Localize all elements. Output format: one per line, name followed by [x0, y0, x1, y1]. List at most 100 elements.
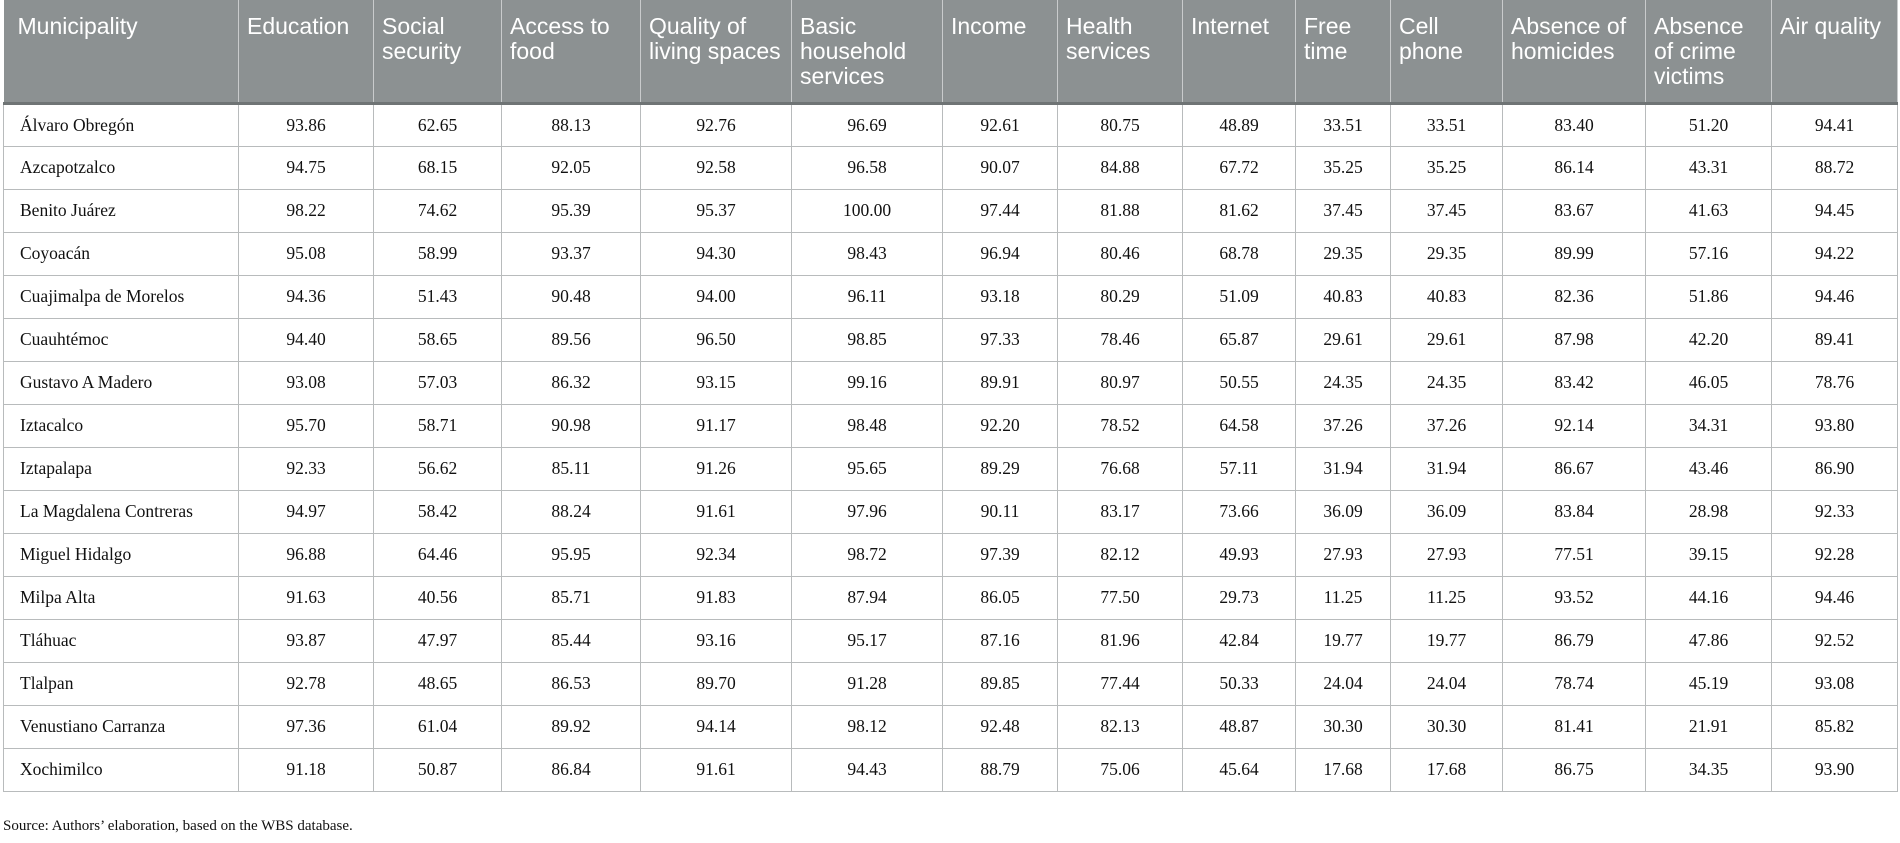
- value-cell: 78.46: [1057, 317, 1183, 362]
- value-cell: 95.39: [501, 188, 641, 233]
- value-cell: 94.75: [238, 145, 374, 190]
- value-cell: 85.44: [501, 618, 641, 663]
- municipality-name-cell: Iztacalco: [3, 403, 239, 448]
- value-cell: 43.31: [1645, 145, 1772, 190]
- value-cell: 92.58: [640, 145, 792, 190]
- value-cell: 24.35: [1390, 360, 1503, 405]
- value-cell: 89.92: [501, 704, 641, 749]
- value-cell: 35.25: [1295, 145, 1391, 190]
- value-cell: 89.56: [501, 317, 641, 362]
- column-header-absence-of-homicides: Absence of homicides: [1502, 0, 1646, 105]
- value-cell: 92.78: [238, 661, 374, 706]
- value-cell: 31.94: [1295, 446, 1391, 491]
- value-cell: 92.52: [1771, 618, 1898, 663]
- value-cell: 21.91: [1645, 704, 1772, 749]
- value-cell: 98.72: [791, 532, 943, 577]
- value-cell: 93.18: [942, 274, 1058, 319]
- value-cell: 94.30: [640, 231, 792, 276]
- value-cell: 86.90: [1771, 446, 1898, 491]
- value-cell: 89.91: [942, 360, 1058, 405]
- municipality-name-cell: Xochimilco: [3, 747, 239, 792]
- value-cell: 95.17: [791, 618, 943, 663]
- value-cell: 68.78: [1182, 231, 1296, 276]
- value-cell: 81.96: [1057, 618, 1183, 663]
- value-cell: 11.25: [1295, 575, 1391, 620]
- value-cell: 37.45: [1390, 188, 1503, 233]
- column-header-health-services: Health services: [1057, 0, 1183, 105]
- table-row: Coyoacán 95.08 58.99 93.37 94.30 98.43 96.94 80…: [3, 231, 1898, 276]
- table-row: Xochimilco 91.18 50.87 86.84 91.61 94.43 88.79…: [3, 747, 1898, 792]
- value-cell: 51.43: [373, 274, 502, 319]
- value-cell: 91.18: [238, 747, 374, 792]
- value-cell: 95.37: [640, 188, 792, 233]
- value-cell: 17.68: [1390, 747, 1503, 792]
- value-cell: 86.14: [1502, 145, 1646, 190]
- value-cell: 95.08: [238, 231, 374, 276]
- value-cell: 58.42: [373, 489, 502, 534]
- value-cell: 86.75: [1502, 747, 1646, 792]
- value-cell: 93.86: [238, 102, 374, 147]
- value-cell: 91.61: [640, 489, 792, 534]
- value-cell: 97.36: [238, 704, 374, 749]
- value-cell: 28.98: [1645, 489, 1772, 534]
- value-cell: 84.88: [1057, 145, 1183, 190]
- value-cell: 34.31: [1645, 403, 1772, 448]
- value-cell: 89.85: [942, 661, 1058, 706]
- value-cell: 36.09: [1390, 489, 1503, 534]
- value-cell: 92.76: [640, 102, 792, 147]
- column-header-education: Education: [238, 0, 374, 105]
- column-header-cell-phone: Cell phone: [1390, 0, 1503, 105]
- indicator-table: Municipality Education Social security A…: [3, 0, 1898, 792]
- value-cell: 78.76: [1771, 360, 1898, 405]
- table-row: Benito Juárez 98.22 74.62 95.39 95.37 100.00 9…: [3, 188, 1898, 233]
- value-cell: 92.20: [942, 403, 1058, 448]
- table-row: Álvaro Obregón 93.86 62.65 88.13 92.76 96.69 9…: [3, 102, 1898, 147]
- indicator-table-container: Municipality Education Social security A…: [3, 0, 1898, 792]
- value-cell: 94.97: [238, 489, 374, 534]
- value-cell: 92.61: [942, 102, 1058, 147]
- value-cell: 50.87: [373, 747, 502, 792]
- table-row: La Magdalena Contreras 94.97 58.42 88.24 91.…: [3, 489, 1898, 534]
- value-cell: 88.13: [501, 102, 641, 147]
- column-header-absence-of-crime-victims: Absence of crime victims: [1645, 0, 1772, 105]
- column-header-free-time: Free time: [1295, 0, 1391, 105]
- value-cell: 11.25: [1390, 575, 1503, 620]
- value-cell: 93.16: [640, 618, 792, 663]
- value-cell: 100.00: [791, 188, 943, 233]
- column-header-access-to-food: Access to food: [501, 0, 641, 105]
- value-cell: 58.65: [373, 317, 502, 362]
- municipality-name-cell: Gustavo A Madero: [3, 360, 239, 405]
- table-row: Miguel Hidalgo 96.88 64.46 95.95 92.34 98.72 9…: [3, 532, 1898, 577]
- value-cell: 50.33: [1182, 661, 1296, 706]
- municipality-name-cell: Benito Juárez: [3, 188, 239, 233]
- value-cell: 27.93: [1295, 532, 1391, 577]
- value-cell: 43.46: [1645, 446, 1772, 491]
- value-cell: 29.61: [1295, 317, 1391, 362]
- value-cell: 99.16: [791, 360, 943, 405]
- value-cell: 92.14: [1502, 403, 1646, 448]
- column-header-income: Income: [942, 0, 1058, 105]
- value-cell: 75.06: [1057, 747, 1183, 792]
- value-cell: 31.94: [1390, 446, 1503, 491]
- value-cell: 74.62: [373, 188, 502, 233]
- value-cell: 83.40: [1502, 102, 1646, 147]
- value-cell: 86.79: [1502, 618, 1646, 663]
- value-cell: 83.42: [1502, 360, 1646, 405]
- value-cell: 92.28: [1771, 532, 1898, 577]
- value-cell: 47.86: [1645, 618, 1772, 663]
- value-cell: 98.43: [791, 231, 943, 276]
- value-cell: 93.08: [238, 360, 374, 405]
- value-cell: 40.83: [1295, 274, 1391, 319]
- value-cell: 46.05: [1645, 360, 1772, 405]
- value-cell: 77.51: [1502, 532, 1646, 577]
- value-cell: 30.30: [1295, 704, 1391, 749]
- value-cell: 98.12: [791, 704, 943, 749]
- value-cell: 94.46: [1771, 575, 1898, 620]
- value-cell: 81.88: [1057, 188, 1183, 233]
- value-cell: 42.84: [1182, 618, 1296, 663]
- value-cell: 48.89: [1182, 102, 1296, 147]
- value-cell: 85.11: [501, 446, 641, 491]
- value-cell: 35.25: [1390, 145, 1503, 190]
- value-cell: 56.62: [373, 446, 502, 491]
- value-cell: 83.84: [1502, 489, 1646, 534]
